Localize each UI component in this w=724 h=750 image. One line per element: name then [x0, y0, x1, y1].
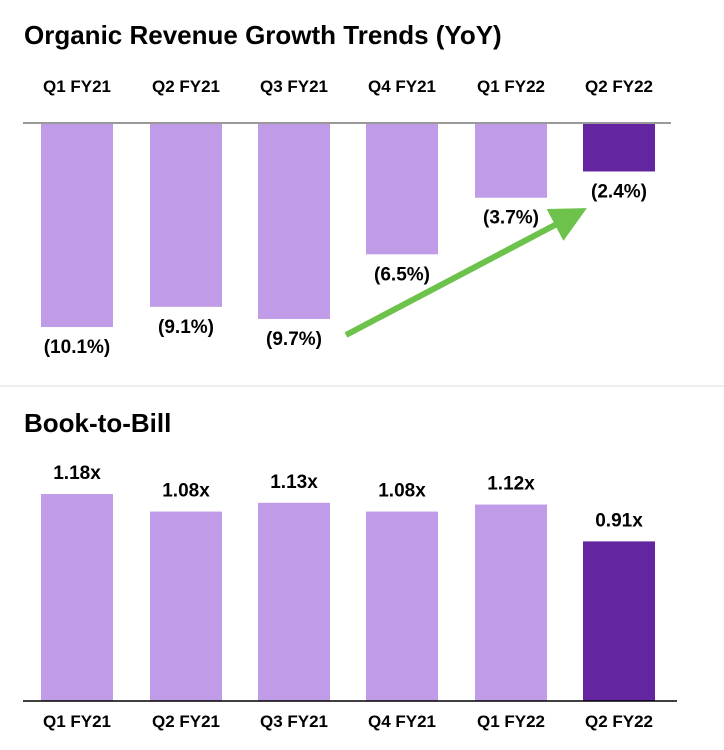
organic-revenue-category-label: Q1 FY22 [477, 77, 545, 96]
organic-revenue-category-labels: Q1 FY21 Q2 FY21 Q3 FY21 Q4 FY21 Q1 FY22 Q2 FY… [43, 77, 653, 96]
organic-revenue-category-label: Q1 FY21 [43, 77, 111, 96]
book-to-bill-category-labels: Q1 FY21 Q2 FY21 Q3 FY21 Q4 FY21 Q1 FY22 Q2 FY… [43, 712, 653, 731]
organic-revenue-bar [258, 123, 330, 319]
book-to-bill-bars [41, 494, 655, 701]
organic-revenue-bar [41, 123, 113, 328]
organic-revenue-value-label: (6.5%) [374, 264, 430, 285]
organic-revenue-value-label: (9.1%) [158, 317, 214, 338]
organic-revenue-bar [475, 123, 547, 198]
organic-revenue-bar [150, 123, 222, 307]
book-to-bill-value-label: 1.12x [487, 474, 535, 495]
book-to-bill-category-label: Q2 FY22 [585, 712, 653, 731]
book-to-bill-value-label: 1.08x [162, 481, 210, 502]
book-to-bill-value-labels: 1.18x 1.08x 1.13x 1.08x 1.12x 0.91x [53, 463, 643, 531]
organic-revenue-chart: Organic Revenue Growth Trends (YoY) Q1 F… [23, 20, 671, 358]
book-to-bill-bar [583, 541, 655, 701]
trend-arrow-icon [344, 208, 587, 338]
organic-revenue-bars [41, 123, 655, 328]
organic-revenue-category-label: Q2 FY21 [152, 77, 220, 96]
book-to-bill-category-label: Q1 FY22 [477, 712, 545, 731]
book-to-bill-value-label: 0.91x [595, 510, 643, 531]
organic-revenue-category-label: Q3 FY21 [260, 77, 328, 96]
book-to-bill-chart: Book-to-Bill 1.18x 1.08x 1.13x 1.08x 1.12x 0.… [23, 408, 677, 731]
organic-revenue-value-label: (2.4%) [591, 181, 647, 202]
book-to-bill-value-label: 1.18x [53, 463, 101, 484]
organic-revenue-category-label: Q4 FY21 [368, 77, 436, 96]
book-to-bill-category-label: Q1 FY21 [43, 712, 111, 731]
book-to-bill-category-label: Q2 FY21 [152, 712, 220, 731]
organic-revenue-category-label: Q2 FY22 [585, 77, 653, 96]
book-to-bill-value-label: 1.13x [270, 472, 318, 493]
book-to-bill-value-label: 1.08x [378, 481, 426, 502]
book-to-bill-bar [41, 494, 113, 701]
book-to-bill-bar [150, 511, 222, 701]
organic-revenue-value-label: (3.7%) [483, 208, 539, 229]
book-to-bill-category-label: Q3 FY21 [260, 712, 328, 731]
organic-revenue-value-label: (9.7%) [266, 329, 322, 350]
organic-revenue-value-label: (10.1%) [44, 337, 111, 358]
organic-revenue-title: Organic Revenue Growth Trends (YoY) [24, 20, 502, 50]
organic-revenue-bar [366, 123, 438, 255]
organic-revenue-bar [583, 123, 655, 172]
book-to-bill-bar [475, 504, 547, 701]
organic-revenue-value-labels: (10.1%) (9.1%) (9.7%) (6.5%) (3.7%) (2.4%) [44, 181, 647, 358]
book-to-bill-bar [258, 502, 330, 701]
book-to-bill-title: Book-to-Bill [24, 408, 171, 438]
book-to-bill-category-label: Q4 FY21 [368, 712, 436, 731]
book-to-bill-bar [366, 511, 438, 701]
